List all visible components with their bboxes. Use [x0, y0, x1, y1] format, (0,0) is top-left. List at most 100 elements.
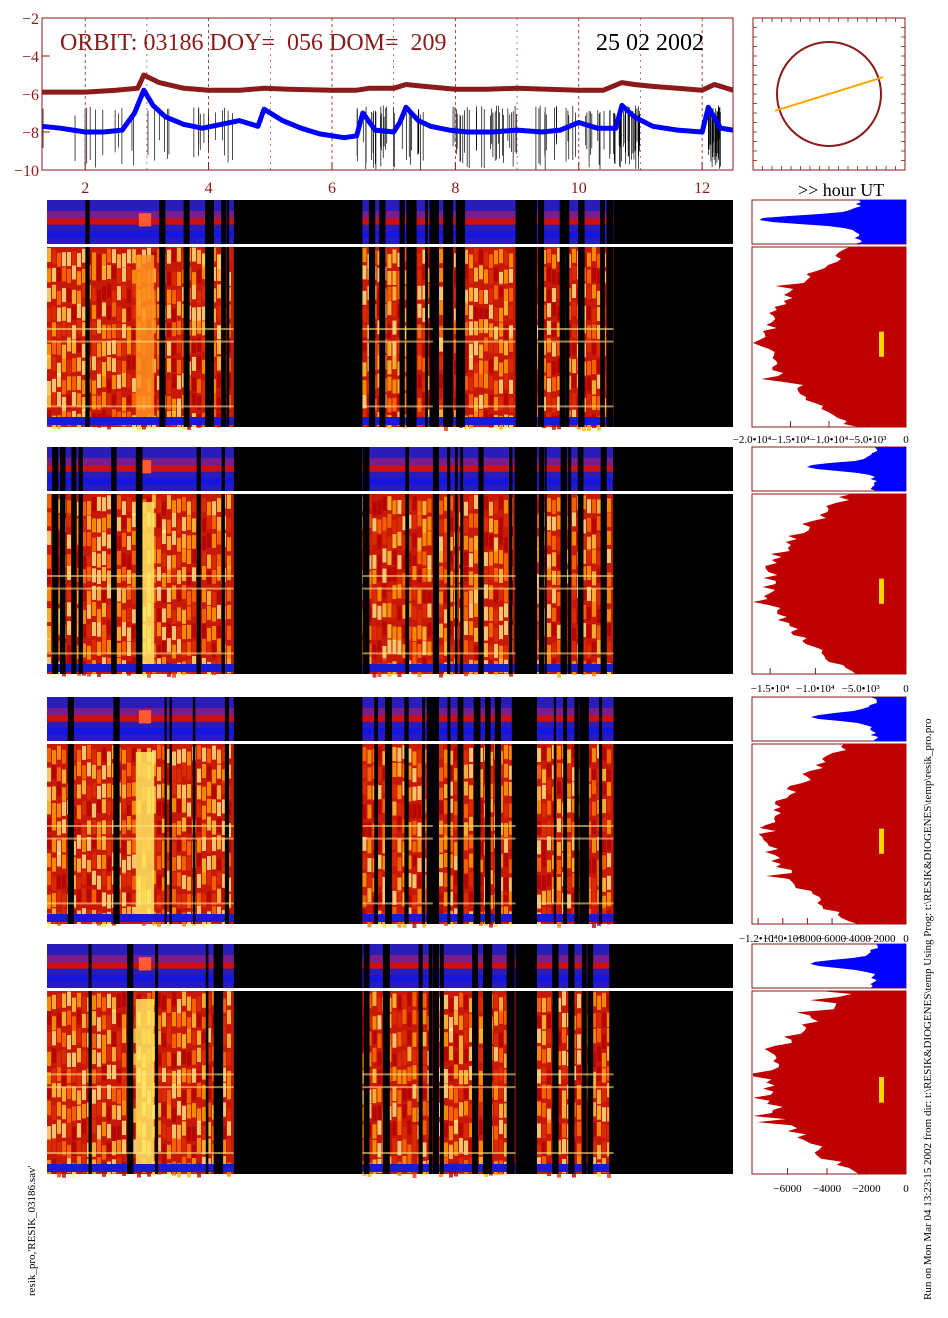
spectrogram-speckle [47, 894, 51, 909]
spectrogram-speckle [439, 566, 443, 581]
spectrogram-speckle [207, 591, 211, 606]
spectrogram-edge [362, 914, 433, 922]
spectrogram-speckle [504, 994, 508, 1010]
spectrogram-speckle [167, 588, 171, 603]
data-gap [440, 991, 444, 1174]
spectrogram-speckle [97, 751, 101, 766]
spectrogram-speckle [557, 341, 561, 356]
spectrogram-speckle [382, 621, 387, 636]
spectrogram-speckle [197, 249, 201, 264]
spectrogram-speckle [597, 590, 601, 605]
spectrogram-speckle [157, 766, 161, 781]
spectrogram-speckle [212, 515, 216, 530]
spectrogram-speckle [82, 888, 86, 903]
spectrogram-speckle [87, 785, 91, 800]
data-gap [538, 494, 545, 674]
spectrogram-speckle [494, 609, 498, 624]
spectrogram-edge [362, 417, 433, 425]
spectrogram-speckle [449, 875, 453, 890]
spectrogram-speckle [162, 1012, 166, 1027]
spectrogram-speckle [469, 640, 473, 655]
spectrogram-speckle [92, 602, 96, 617]
spectrogram-speckle [417, 303, 422, 318]
spectrogram-speckle [107, 620, 111, 635]
spectrogram-speckle [102, 589, 106, 604]
spectrogram-speckle [557, 497, 561, 512]
flare-strip [138, 957, 152, 971]
spectrogram-speckle [484, 584, 488, 599]
spectrogram-speckle [172, 513, 176, 528]
spectrogram-speckle [592, 820, 596, 835]
spectrogram-speckle [132, 550, 136, 565]
spectrogram-speckle [127, 497, 131, 512]
spectrogram-speckle [509, 379, 513, 394]
spectrogram-speckle [382, 768, 387, 783]
spectrogram-speckle [67, 359, 71, 374]
spectrogram-speckle [107, 283, 111, 298]
spectrogram-speckle [407, 1144, 412, 1159]
data-gap [221, 447, 225, 491]
spectrogram-speckle [387, 360, 392, 375]
spectrogram-speckle [207, 1102, 211, 1118]
spectrogram-speckle [52, 765, 56, 780]
spectrogram-speckle [177, 375, 181, 390]
spectrogram-speckle [177, 820, 181, 835]
spectrogram-edge [362, 1164, 433, 1172]
spectrogram-speckle [382, 798, 387, 813]
spectrogram-speckle [132, 642, 136, 657]
spectrogram-speckle [217, 858, 221, 873]
spectrogram-speckle [377, 535, 382, 550]
spectrogram-speckle [499, 339, 503, 354]
spectrogram-speckle [382, 530, 387, 545]
spectrogram-speckle [504, 763, 508, 778]
data-gap [213, 991, 219, 1174]
histogram-panel-2: −1.5•10⁴ −1.0•10⁴ −5.0•10³ 0 [751, 446, 909, 695]
spectrogram-speckle [557, 396, 561, 411]
spectrogram-speckle [537, 1069, 541, 1084]
spectrogram-speckle [459, 992, 463, 1008]
spectrogram-speckle [489, 375, 493, 390]
data-gap [563, 697, 568, 741]
spectrogram-speckle [172, 500, 176, 515]
spectrogram-speckle [547, 1013, 551, 1029]
spectrogram-speckle [207, 554, 211, 569]
spectrogram-speckle [392, 873, 397, 888]
spectrogram-speckle [217, 554, 221, 569]
spectrogram-speckle [187, 606, 191, 621]
spectrogram-speckle [167, 859, 171, 874]
spectrogram-speckle [562, 1013, 566, 1028]
spectrogram-speckle [504, 359, 508, 374]
spectrogram-speckle [367, 555, 372, 570]
spectrogram-speckle [464, 764, 468, 779]
spectrogram-speckle [72, 289, 76, 304]
spectrogram-speckle [227, 625, 231, 640]
spectrogram-speckle [202, 893, 206, 908]
spectrogram-speckle [407, 586, 412, 601]
spectrogram-speckle [97, 290, 101, 305]
spectrogram-speckle [489, 607, 493, 622]
spectrogram-speckle [202, 497, 206, 512]
spectrogram-speckle [474, 397, 478, 412]
spectrogram-speckle [182, 1090, 186, 1105]
spectrogram-speckle [504, 513, 508, 528]
spectrogram-speckle [172, 247, 176, 262]
spectrogram-speckle [82, 854, 86, 869]
spectrogram-speckle [362, 265, 367, 280]
spectrogram-speckle [494, 643, 498, 658]
spectrogram-speckle [367, 643, 372, 658]
spectrogram-speckle [52, 284, 56, 299]
spectrogram-speckle [397, 555, 402, 570]
spectrogram-speckle [572, 798, 576, 813]
spectrogram-speckle [542, 890, 546, 905]
spectrogram-speckle [127, 585, 131, 600]
spectrogram-speckle [52, 1068, 56, 1083]
spectrogram-speckle [417, 804, 422, 819]
top-histogram [759, 200, 906, 244]
spectrogram-speckle [197, 1082, 201, 1097]
spectrogram-speckle [372, 1068, 377, 1084]
spectrogram-speckle [509, 253, 513, 268]
spectrogram-speckle [217, 516, 221, 531]
spectrogram-speckle [132, 766, 136, 781]
data-gap [385, 991, 390, 1174]
spectrogram-speckle [479, 1101, 483, 1116]
